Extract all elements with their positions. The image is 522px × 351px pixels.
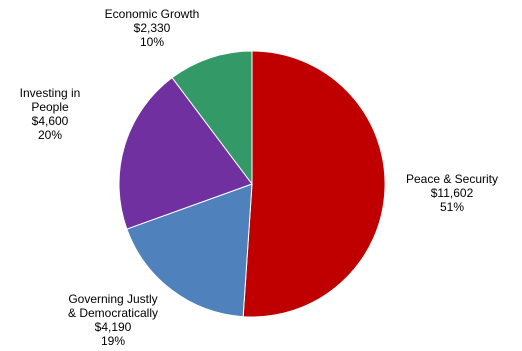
slice-label-percent: 20%	[38, 128, 62, 142]
slice-label-name-line: Governing Justly	[68, 292, 157, 306]
slice-label-name-line: Peace & Security	[406, 172, 498, 186]
slice-label-0: Peace & Security $11,602 51%	[406, 172, 498, 214]
pie-slice-2	[118, 76, 253, 230]
slice-label-percent: 19%	[101, 334, 125, 348]
slice-label-1: Governing Justly & Democratically $4,190 19…	[68, 292, 158, 348]
slice-label-amount: $11,602	[431, 186, 474, 200]
pie-slice-3	[171, 50, 253, 186]
slice-label-amount: $2,330	[134, 21, 171, 35]
slice-label-amount: $4,190	[95, 320, 132, 334]
slice-label-name-line: Economic Growth	[105, 7, 200, 21]
slice-label-name-line: Investing in	[20, 86, 81, 100]
slice-label-2: Investing in People $4,600 20%	[20, 86, 81, 142]
slice-labels: Peace & Security $11,602 51% Governing Just…	[20, 7, 498, 348]
pie-slice-0	[242, 50, 386, 318]
slice-label-percent: 10%	[140, 35, 164, 49]
slice-label-percent: 51%	[440, 200, 464, 214]
slice-label-3: Economic Growth $2,330 10%	[105, 7, 200, 49]
slice-label-name-line: & Democratically	[68, 306, 158, 320]
slice-label-name-line: People	[31, 100, 69, 114]
pie-slice-1	[126, 183, 253, 318]
slice-label-amount: $4,600	[32, 114, 69, 128]
pie-slices	[118, 50, 386, 318]
